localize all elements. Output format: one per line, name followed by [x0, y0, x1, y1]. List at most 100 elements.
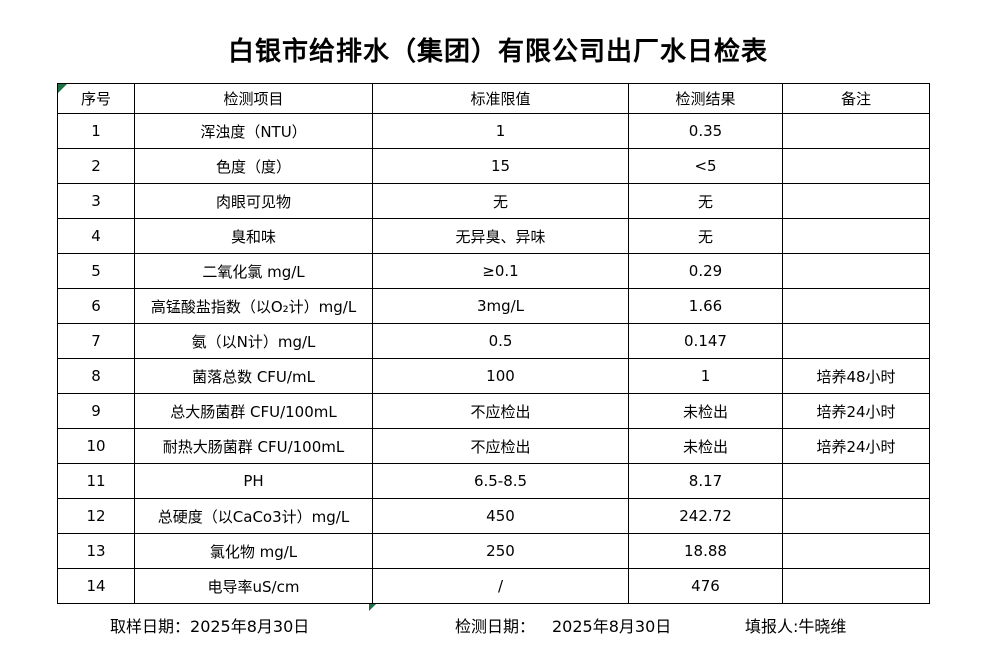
cell-item-name: 肉眼可见物 — [134, 183, 373, 219]
cell-test-result: 8.17 — [628, 463, 783, 499]
table-row: 14 电导率uS/cm/476 — [57, 568, 930, 604]
cell-index: 12 — [57, 498, 135, 534]
cell-test-result: 未检出 — [628, 428, 783, 464]
cell-remark — [782, 463, 930, 499]
cell-standard-limit: 15 — [372, 148, 629, 184]
table-header: 序号 检测项目 标准限值 检测结果 备注 — [57, 83, 930, 114]
reporter-name: 牛晓维 — [798, 617, 847, 636]
table-row: 7 氨（以N计）mg/L 0.5 0.147 — [57, 323, 930, 359]
cell-remark — [782, 183, 930, 219]
cell-remark — [782, 533, 930, 569]
cell-test-result: 1.66 — [628, 288, 783, 324]
cell-remark: 培养24小时 — [782, 393, 930, 429]
cell-standard-limit: ≥0.1 — [372, 253, 629, 289]
cell-remark — [782, 113, 930, 149]
header-item: 检测项目 — [134, 83, 373, 114]
cell-index: 11 — [57, 463, 135, 499]
cell-index: 2 — [57, 148, 135, 184]
cell-standard-limit: 不应检出 — [372, 393, 629, 429]
test-date-value: 2025年8月30日 — [552, 617, 672, 636]
footer: 取样日期：2025年8月30日 检测日期： 2025年8月30日 填报人:牛晓维 — [0, 613, 996, 637]
cell-standard-limit: / — [372, 568, 629, 604]
cell-index: 9 — [57, 393, 135, 429]
reporter: 填报人:牛晓维 — [745, 613, 846, 637]
header-remark: 备注 — [782, 83, 930, 114]
sampling-date-label: 取样日期： — [110, 617, 191, 636]
cell-test-result: 无 — [628, 218, 783, 254]
cell-remark — [782, 253, 930, 289]
cell-item-name: 氯化物 mg/L — [134, 533, 373, 569]
cell-standard-limit: 无 — [372, 183, 629, 219]
cell-index: 1 — [57, 113, 135, 149]
table-row: 12 总硬度（以CaCo3计）mg/L 450 242.72 — [57, 498, 930, 534]
sampling-date: 取样日期：2025年8月30日 — [110, 613, 309, 637]
table-row: 2 色度（度） 15 <5 — [57, 148, 930, 184]
cell-item-name: 耐热大肠菌群 CFU/100mL — [134, 428, 373, 464]
cell-remark: 培养24小时 — [782, 428, 930, 464]
cell-item-name: 氨（以N计）mg/L — [134, 323, 373, 359]
cell-index: 3 — [57, 183, 135, 219]
water-test-table: 序号 检测项目 标准限值 检测结果 备注 1 浑浊度（NTU） 1 0.35 2 色度（度… — [57, 83, 930, 604]
table-row: 4 臭和味 无异臭、异味无 — [57, 218, 930, 254]
cell-remark — [782, 218, 930, 254]
page-title: 白银市给排水（集团）有限公司出厂水日检表 — [227, 37, 768, 67]
cell-index: 13 — [57, 533, 135, 569]
cell-test-result: 0.35 — [628, 113, 783, 149]
cell-standard-limit: 1 — [372, 113, 629, 149]
table-row: 10 耐热大肠菌群 CFU/100mL 不应检出 未检出 培养24小时 — [57, 428, 930, 464]
cell-standard-limit: 不应检出 — [372, 428, 629, 464]
cell-test-result: 0.29 — [628, 253, 783, 289]
cell-item-name: 二氧化氯 mg/L — [134, 253, 373, 289]
table-row: 8 菌落总数 CFU/mL 100 1 培养48小时 — [57, 358, 930, 394]
table-row: 6 高锰酸盐指数（以O₂计）mg/L 3mg/L 1.66 — [57, 288, 930, 324]
cell-test-result: 未检出 — [628, 393, 783, 429]
cell-test-result: 1 — [628, 358, 783, 394]
cell-test-result: 18.88 — [628, 533, 783, 569]
cell-index: 14 — [57, 568, 135, 604]
cell-standard-limit: 6.5-8.5 — [372, 463, 629, 499]
cell-index: 4 — [57, 218, 135, 254]
header-result: 检测结果 — [628, 83, 783, 114]
cell-test-result: <5 — [628, 148, 783, 184]
cell-remark — [782, 148, 930, 184]
cell-item-name: 总硬度（以CaCo3计）mg/L — [134, 498, 373, 534]
cell-standard-limit: 450 — [372, 498, 629, 534]
header-row: 序号 检测项目 标准限值 检测结果 备注 — [57, 83, 930, 114]
cell-index: 5 — [57, 253, 135, 289]
cell-remark — [782, 323, 930, 359]
test-date-label: 检测日期： — [455, 617, 536, 636]
reporter-label: 填报人: — [745, 617, 799, 636]
sampling-date-value: 2025年8月30日 — [190, 617, 310, 636]
cell-test-result: 476 — [628, 568, 783, 604]
cell-standard-limit: 3mg/L — [372, 288, 629, 324]
cell-item-name: 臭和味 — [134, 218, 373, 254]
cell-item-name: 色度（度） — [134, 148, 373, 184]
cell-remark: 培养48小时 — [782, 358, 930, 394]
cell-test-result: 0.147 — [628, 323, 783, 359]
header-index: 序号 — [57, 83, 135, 114]
cell-index: 6 — [57, 288, 135, 324]
cell-item-name: 总大肠菌群 CFU/100mL — [134, 393, 373, 429]
table-body: 1 浑浊度（NTU） 1 0.35 2 色度（度） 15 <5 3 肉眼可见物无无 4 臭和味 无异臭、… — [57, 113, 930, 604]
cell-remark — [782, 568, 930, 604]
cell-index: 10 — [57, 428, 135, 464]
cell-item-name: 高锰酸盐指数（以O₂计）mg/L — [134, 288, 373, 324]
table-row: 3 肉眼可见物无无 — [57, 183, 930, 219]
cell-standard-limit: 100 — [372, 358, 629, 394]
cell-standard-limit: 250 — [372, 533, 629, 569]
cell-item-name: 浑浊度（NTU） — [134, 113, 373, 149]
table-row: 9 总大肠菌群 CFU/100mL 不应检出 未检出 培养24小时 — [57, 393, 930, 429]
cell-remark — [782, 288, 930, 324]
cell-remark — [782, 498, 930, 534]
table-row: 13 氯化物 mg/L 250 18.88 — [57, 533, 930, 569]
table-row: 11 PH 6.5-8.5 8.17 — [57, 463, 930, 499]
cell-item-name: 菌落总数 CFU/mL — [134, 358, 373, 394]
table-row: 1 浑浊度（NTU） 1 0.35 — [57, 113, 930, 149]
cell-standard-limit: 无异臭、异味 — [372, 218, 629, 254]
cell-test-result: 无 — [628, 183, 783, 219]
cell-standard-limit: 0.5 — [372, 323, 629, 359]
header-limit: 标准限值 — [372, 83, 629, 114]
excel-error-marker-icon — [58, 84, 67, 93]
cell-item-name: 电导率uS/cm — [134, 568, 373, 604]
